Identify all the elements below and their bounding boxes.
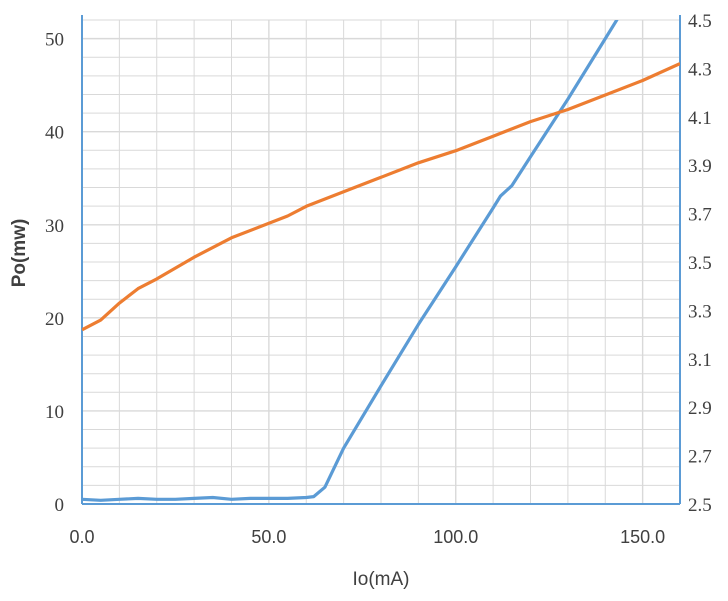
y-tick-label: 50 [45, 30, 64, 51]
y2-tick-label: 4.5 [688, 11, 712, 32]
y-tick-label: 10 [45, 402, 64, 423]
y-tick-label: 20 [45, 309, 64, 330]
x-axis-title: Io(mA) [353, 569, 410, 590]
series-lines [82, 20, 680, 502]
y-tick-label: 0 [55, 495, 65, 516]
y-tick-label: 30 [45, 216, 64, 237]
grid-lines [82, 19, 681, 504]
y2-tick-label: 4.3 [688, 59, 712, 80]
y2-tick-label: 3.3 [688, 301, 712, 322]
y2-tick-label: 2.7 [688, 447, 712, 468]
series-line-left-axis [82, 20, 619, 502]
y2-tick-label: 2.5 [688, 495, 712, 516]
y2-tick-label: 4.1 [688, 108, 712, 129]
y2-tick-label: 3.7 [688, 205, 712, 226]
axes [81, 15, 681, 505]
y-axis-title: Po(mw) [9, 219, 30, 288]
x-tick-label: 150.0 [620, 527, 665, 547]
y-tick-label: 40 [45, 123, 64, 144]
series-line-right-axis [82, 62, 680, 332]
y2-tick-label: 3.9 [688, 156, 712, 177]
y2-tick-label: 2.9 [688, 398, 712, 419]
y2-tick-label: 3.1 [688, 350, 712, 371]
x-tick-label: 0.0 [69, 527, 94, 547]
y2-tick-label: 3.5 [688, 253, 712, 274]
tick-labels: 0 10 20 30 40 50 2.5 2.7 2.9 3.1 3.3 3.5 3.7 3.9 4.1 4.… [45, 11, 712, 547]
x-tick-label: 100.0 [433, 527, 478, 547]
x-tick-label: 50.0 [251, 527, 286, 547]
